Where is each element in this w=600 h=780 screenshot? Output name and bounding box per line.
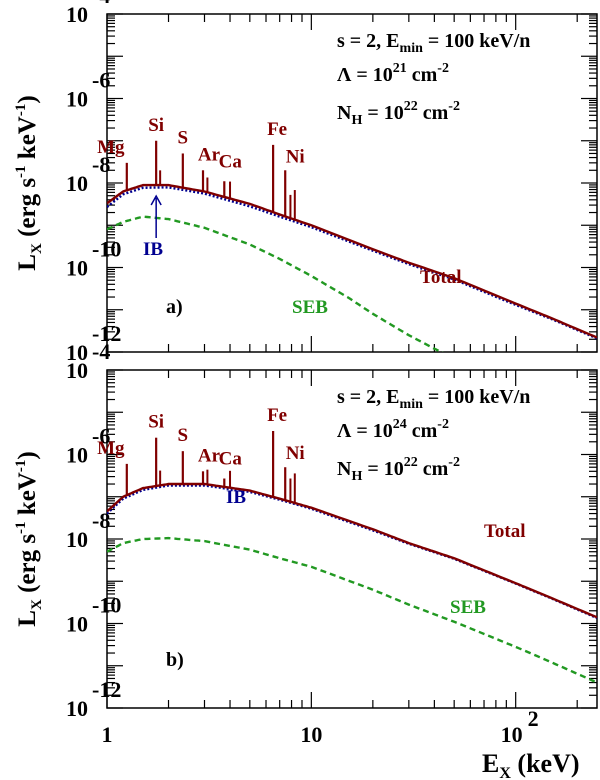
y-axis-titles: LX (erg s-1 keV-1) LX (erg s-1 keV-1) bbox=[13, 95, 45, 626]
series-label-total: Total bbox=[484, 521, 526, 542]
y-tick-label: 10 bbox=[66, 443, 88, 468]
line-label-mg: Mg bbox=[97, 137, 125, 158]
y-tick-exponent: -4 bbox=[92, 0, 110, 8]
line-label-fe: Fe bbox=[267, 119, 287, 140]
annotation-params: s = 2, Emin = 100 keV/n bbox=[337, 30, 530, 56]
panel-a: 10-1210-1010-810-610-4MgSiSArCaFeNiTotal… bbox=[66, 0, 598, 365]
y-tick-label: 10 bbox=[66, 171, 88, 196]
line-label-ar: Ar bbox=[198, 144, 221, 165]
series-seb bbox=[107, 215, 444, 352]
annotation-lambda: Λ = 1024 cm-2 bbox=[337, 417, 449, 442]
series-total bbox=[107, 482, 597, 619]
series-ib bbox=[107, 484, 597, 620]
ib-arrow-head bbox=[150, 194, 162, 206]
y-tick-label: 10 bbox=[66, 358, 88, 383]
x-tick-label: 1 bbox=[102, 722, 113, 747]
series-label-ib: IB bbox=[226, 487, 246, 508]
y-tick-exponent: -12 bbox=[92, 677, 121, 702]
series-label-seb: SEB bbox=[292, 297, 328, 318]
annotation-lambda: Λ = 1021 cm-2 bbox=[337, 61, 449, 86]
x-tick-exponent: 2 bbox=[528, 706, 539, 731]
series-seb bbox=[107, 536, 597, 684]
x-tick-label: 10 bbox=[501, 722, 523, 747]
line-label-si: Si bbox=[148, 412, 164, 433]
line-label-fe: Fe bbox=[267, 405, 287, 426]
y-tick-exponent: -6 bbox=[92, 424, 110, 449]
y-axis-title: LX (erg s-1 keV-1) bbox=[13, 451, 45, 626]
line-label-ni: Ni bbox=[286, 443, 305, 464]
y-tick-label: 10 bbox=[66, 256, 88, 281]
line-label-ni: Ni bbox=[286, 146, 305, 167]
panel-label: b) bbox=[166, 649, 184, 671]
y-tick-label: 10 bbox=[66, 340, 88, 365]
line-label-ca: Ca bbox=[219, 449, 243, 470]
x-axis-title: EX (keV) bbox=[482, 749, 580, 780]
series-label-ib: IB bbox=[143, 239, 163, 260]
series-label-total: Total bbox=[420, 267, 462, 288]
annotation-params: s = 2, Emin = 100 keV/n bbox=[337, 386, 530, 412]
y-tick-label: 10 bbox=[66, 696, 88, 721]
series-label-seb: SEB bbox=[450, 597, 486, 618]
annotation-nh: NH = 1022 cm-2 bbox=[337, 455, 460, 484]
line-label-mg: Mg bbox=[97, 438, 125, 459]
y-tick-label: 10 bbox=[66, 527, 88, 552]
y-tick-exponent: -10 bbox=[92, 593, 121, 618]
line-label-s: S bbox=[178, 425, 189, 446]
annotation-nh: NH = 1022 cm-2 bbox=[337, 99, 460, 128]
panel-label: a) bbox=[166, 296, 183, 318]
y-tick-exponent: -10 bbox=[92, 237, 121, 262]
line-label-si: Si bbox=[148, 115, 164, 136]
y-tick-label: 10 bbox=[66, 612, 88, 637]
series-total bbox=[107, 183, 597, 339]
y-tick-exponent: -8 bbox=[92, 152, 110, 177]
line-label-ar: Ar bbox=[198, 445, 221, 466]
y-tick-exponent: -6 bbox=[92, 68, 110, 93]
y-tick-exponent: -12 bbox=[92, 321, 121, 346]
y-axis-title: LX (erg s-1 keV-1) bbox=[13, 95, 45, 270]
y-tick-exponent: -8 bbox=[92, 508, 110, 533]
line-label-ca: Ca bbox=[219, 151, 243, 172]
y-tick-label: 10 bbox=[66, 2, 88, 27]
y-tick-exponent: -4 bbox=[92, 339, 110, 364]
series-ib bbox=[107, 186, 597, 340]
line-label-s: S bbox=[178, 127, 189, 148]
y-tick-label: 10 bbox=[66, 87, 88, 112]
x-tick-label: 10 bbox=[300, 722, 322, 747]
